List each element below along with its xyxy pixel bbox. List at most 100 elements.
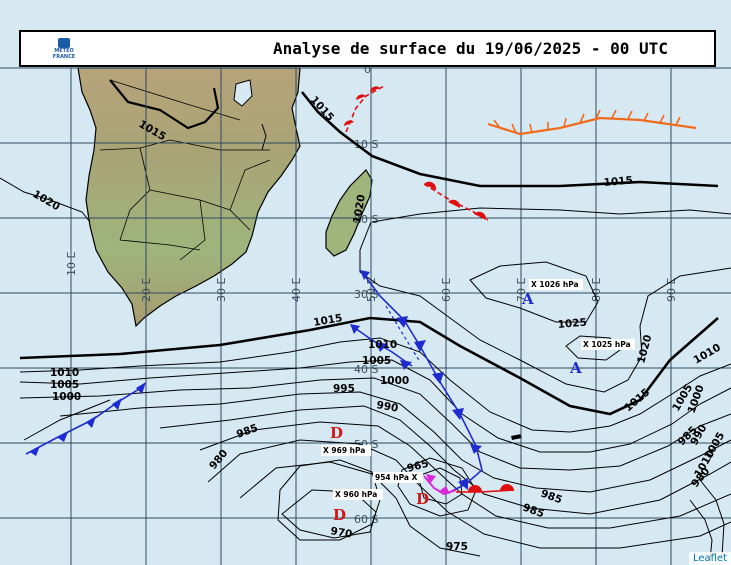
low-center-marker: D <box>333 506 346 524</box>
grid-labels: 10 E 20 E 30 E 40 E 50 E 60 E 70 E 80 E … <box>65 63 678 526</box>
isobar-southeast-2 <box>699 479 725 557</box>
isobar-label: 965 <box>406 458 430 475</box>
lat-label-0: 0 <box>364 63 371 76</box>
isobar-label: 985 <box>539 488 564 507</box>
map-title: Analyse de surface du 19/06/2025 - 00 UT… <box>273 39 668 58</box>
isobar-label: 995 <box>333 383 355 395</box>
isobar-label: 1010 <box>368 339 397 351</box>
occluded-front <box>423 475 457 496</box>
logo-text-line1: METEO <box>54 48 74 54</box>
lat-label-20s: 20 S <box>354 213 378 226</box>
occluded-front-marks <box>426 474 450 494</box>
cold-front-secondary-teeth <box>350 324 412 370</box>
isobar-960 <box>417 467 463 505</box>
isobar-label: 1020 <box>635 333 654 364</box>
isobar-990 <box>159 405 731 515</box>
fronts <box>25 85 697 496</box>
warm-front-east-bumps <box>424 181 487 220</box>
isobar-label: 1020 <box>351 194 368 225</box>
lon-label-50e: 50 E <box>365 278 378 302</box>
isobar-985 <box>199 421 731 529</box>
isobar-label: 1010 <box>50 367 79 379</box>
cold-front-dashed <box>385 305 421 363</box>
lat-label-30s: 30 S <box>354 288 378 301</box>
isobar-label: 1015 <box>603 174 633 189</box>
meteo-france-logo: METEO FRANCE <box>49 38 79 62</box>
lake-malawi <box>261 123 267 151</box>
coordinate-grid <box>0 67 731 565</box>
isobar-label: 990 <box>375 399 399 415</box>
isobar-label: 1015 <box>312 312 343 329</box>
warm-front-south-bumps <box>468 484 514 492</box>
island-small-1 <box>511 434 522 440</box>
convergence-line <box>487 116 697 136</box>
warm-front-north-bumps <box>344 86 380 126</box>
isobar-1015-north <box>300 91 719 188</box>
isobar-label: 1005 <box>50 379 79 391</box>
pressure-centers: X 1026 hPa A X 1025 hPa A X 969 hPa D X … <box>321 279 635 524</box>
low-center-label: X 960 hPa <box>335 490 377 499</box>
lon-label-10e: 10 E <box>65 252 78 276</box>
land-masses <box>77 67 522 440</box>
isobar-1010-west <box>19 337 731 433</box>
lon-label-60e: 60 E <box>440 278 453 302</box>
isobar-1020-west <box>0 177 91 223</box>
isobar-label: 1015 <box>622 386 652 414</box>
isobar-label: 975 <box>446 541 468 553</box>
isobar-label: 985 <box>235 422 260 441</box>
isobar-1005 <box>19 359 731 453</box>
isobar-label: 1010 <box>692 342 723 367</box>
isobar-label: 1000 <box>380 375 409 387</box>
lon-label-20e: 20 E <box>140 278 153 302</box>
isobar-label: 1000 <box>52 391 81 403</box>
isobar-965 <box>397 457 477 517</box>
logo-text-line2: FRANCE <box>52 54 76 60</box>
isobar-1020-mid <box>371 207 731 223</box>
high-center-label: X 1025 hPa <box>583 340 631 349</box>
isobar-label: 1005 <box>702 430 727 461</box>
country-borders <box>99 79 271 261</box>
center-label-box <box>529 279 583 290</box>
high-center-marker: A <box>521 290 534 308</box>
isobars <box>0 91 731 561</box>
isobar-label: 1015 <box>308 94 336 124</box>
lon-label-40e: 40 E <box>290 278 303 302</box>
isobar-label: 1025 <box>557 316 587 331</box>
isobar-label: 1005 <box>362 355 391 367</box>
dry-region <box>109 79 220 130</box>
warm-front-north <box>345 85 385 133</box>
lon-label-80e: 80 E <box>590 278 603 302</box>
isobar-975-ring <box>277 459 381 541</box>
africa-landmass <box>77 67 301 328</box>
isobar-980 <box>207 439 731 549</box>
isobar-995 <box>59 391 731 493</box>
lake-victoria <box>233 79 253 107</box>
isobar-1025-ring <box>469 261 599 323</box>
isobar-label: 970 <box>329 525 353 541</box>
isobar-1000 <box>19 377 731 471</box>
cold-front-west-teeth <box>30 382 146 456</box>
high-center-marker: A <box>569 359 582 377</box>
center-label-box <box>581 339 635 350</box>
isobar-west-low <box>23 399 111 441</box>
isobar-southeast <box>689 499 713 561</box>
lon-label-30e: 30 E <box>215 278 228 302</box>
center-label-box <box>333 489 383 500</box>
isobar-1020-east <box>359 221 731 393</box>
low-center-marker: D <box>416 490 429 508</box>
isobar-label: 1020 <box>31 188 62 213</box>
lat-label-40s: 40 S <box>354 363 378 376</box>
isobar-label: 980 <box>207 447 230 472</box>
logo-icon <box>58 38 70 48</box>
center-label-box <box>373 472 423 483</box>
leaflet-attribution-link[interactable]: Leaflet <box>688 552 731 565</box>
cold-front-main <box>361 271 483 493</box>
center-label-box <box>321 445 371 456</box>
high-center-label: X 1026 hPa <box>531 280 579 289</box>
low-center-marker: D <box>330 424 343 442</box>
convergence-ticks <box>493 109 681 134</box>
madagascar-landmass <box>325 169 373 257</box>
low-center-label: 954 hPa X <box>375 473 418 482</box>
